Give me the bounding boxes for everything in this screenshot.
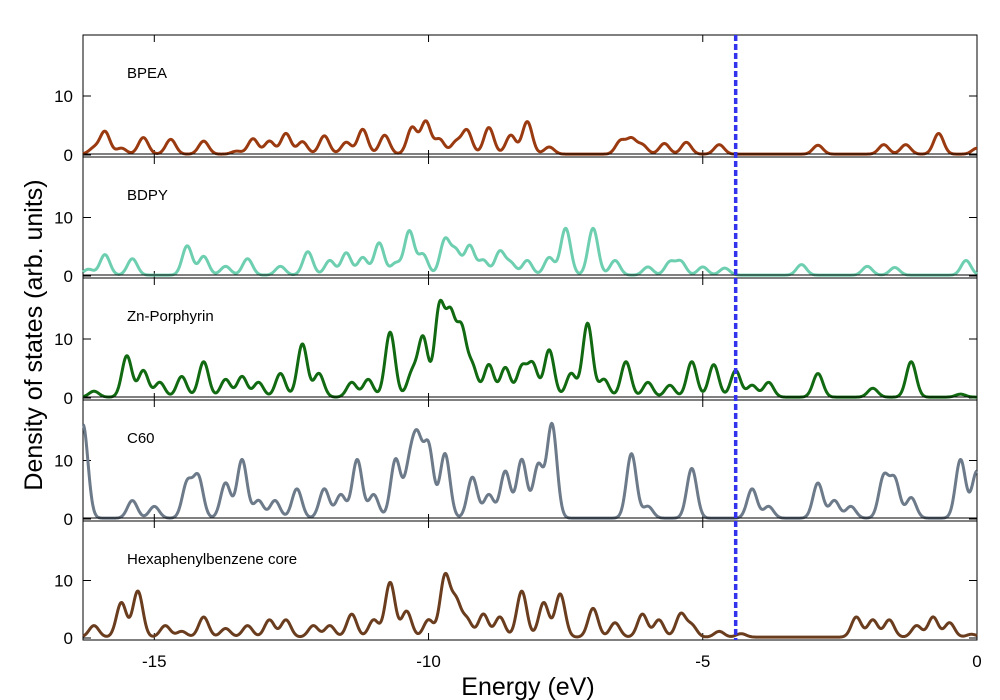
x-tick-label: -15 [142, 652, 167, 671]
panel-label: BPEA [127, 65, 167, 82]
x-tick-label: -10 [416, 652, 441, 671]
panel-4: 0 10 C60 [54, 396, 978, 529]
panel-3: 0 10 Zn-Porphyrin [54, 274, 978, 408]
x-tick-label: 0 [972, 652, 981, 671]
dos-curve-bpea [82, 119, 978, 156]
dos-curve-hexaphenylbenzene-core [82, 571, 978, 639]
panel-label: C60 [127, 430, 155, 447]
y-tick-label: 10 [54, 572, 73, 591]
panel-label: BDPY [127, 187, 168, 204]
y-axis-title: Density of states (arb. units) [20, 179, 48, 490]
y-tick-label: 10 [54, 209, 73, 228]
dos-curve-bdpy [82, 226, 978, 277]
y-tick-label: 10 [54, 452, 73, 471]
y-tick-label: 0 [64, 389, 73, 408]
panel-label: Zn-Porphyrin [127, 308, 214, 325]
y-tick-label: 10 [54, 330, 73, 349]
panel-2: 0 10 BDPY [54, 153, 978, 286]
panel-frame [82, 34, 978, 158]
panel-5: 0 10 Hexaphenylbenzene core [54, 517, 978, 648]
y-tick-label: 10 [54, 87, 73, 106]
y-tick-label: 0 [64, 629, 73, 648]
panel-frame [82, 156, 978, 279]
panel-frame [82, 399, 978, 522]
dos-curve-c60 [81, 421, 978, 520]
y-tick-label: 0 [64, 146, 73, 165]
panel-label: Hexaphenylbenzene core [127, 551, 297, 568]
x-tick-label: -5 [695, 652, 710, 671]
y-tick-label: 0 [64, 510, 73, 529]
panel-frame [82, 277, 978, 401]
x-axis-title: Energy (eV) [461, 673, 594, 700]
panel-1: 0 10 BPEA [54, 34, 978, 165]
dos-curve-zn-porphyrin [82, 298, 978, 399]
y-tick-label: 0 [64, 267, 73, 286]
